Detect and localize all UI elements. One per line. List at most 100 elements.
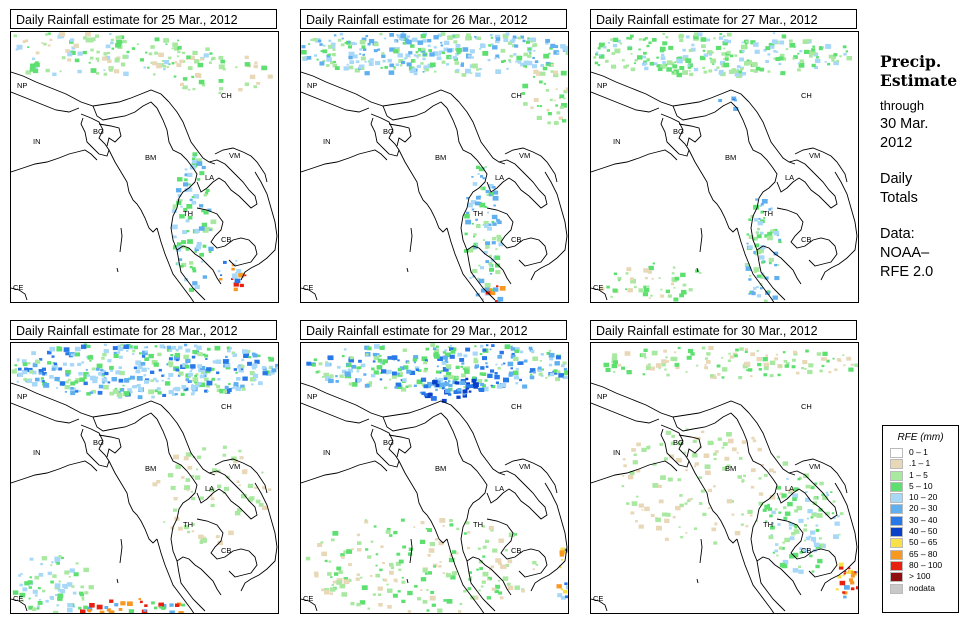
rain-cell [678, 441, 683, 446]
rain-cell [170, 485, 176, 490]
rain-cell [26, 379, 32, 383]
rain-cell [727, 438, 734, 444]
legend-item: 0 – 1 [883, 447, 958, 458]
rain-cell [493, 204, 496, 207]
rain-cell [644, 356, 647, 359]
rain-cell [735, 348, 739, 352]
rain-cell [201, 165, 206, 170]
rain-cell [459, 358, 465, 362]
rain-cell [206, 367, 212, 372]
rain-cell [387, 588, 393, 593]
rain-cell [804, 367, 807, 370]
rain-cell [75, 390, 79, 393]
rain-cell [455, 389, 462, 394]
rain-cell [191, 368, 194, 371]
rain-cell [816, 513, 823, 518]
rain-cell [533, 50, 536, 52]
rain-cell [760, 231, 764, 235]
map-svg: NP CH IN BG BM VM LA TH CB CE [11, 343, 278, 613]
rain-cell [199, 374, 205, 379]
rain-cell [559, 550, 565, 555]
rain-cell [220, 274, 223, 276]
rain-cell [597, 64, 601, 67]
rain-cell [782, 351, 786, 354]
rain-cell [482, 239, 485, 241]
rain-cell [85, 369, 88, 371]
label-bm: BM [145, 464, 156, 473]
rain-cell [769, 514, 773, 518]
rain-cell [168, 389, 174, 395]
rain-cell [19, 592, 26, 598]
rain-cell [480, 43, 486, 49]
rain-cell [453, 390, 459, 394]
rain-cell [132, 353, 135, 355]
rain-cell [395, 580, 398, 583]
rain-cell [386, 583, 389, 586]
rain-cell [414, 366, 420, 370]
rain-cell [522, 39, 526, 43]
rain-cell [741, 41, 744, 44]
rain-cell [798, 565, 801, 568]
country-labels: NP CH IN BG BM VM LA TH CB CE [13, 81, 240, 292]
rain-cell [707, 507, 711, 510]
rain-cell [38, 369, 44, 374]
rain-cell [677, 346, 681, 350]
rain-cell [189, 370, 192, 373]
rain-cell [267, 74, 273, 79]
rain-cell [646, 364, 650, 367]
rain-cell [746, 369, 749, 372]
rain-cell [496, 37, 501, 41]
rain-cell [685, 428, 689, 431]
rain-cell [193, 194, 199, 199]
rain-cell [108, 610, 115, 613]
rain-cell [144, 350, 148, 353]
rain-cell [771, 522, 775, 525]
rain-cell [393, 67, 396, 70]
rain-cell [205, 47, 210, 51]
rain-cell [560, 595, 566, 600]
rain-cell [695, 269, 700, 273]
rain-cell [434, 354, 440, 359]
rain-cell [335, 380, 339, 383]
rain-cell [522, 83, 529, 89]
legend-item: 1 – 5 [883, 470, 958, 481]
legend-item: 10 – 20 [883, 492, 958, 504]
rain-cell [754, 243, 760, 248]
rain-cell [532, 356, 538, 361]
rain-cell [53, 363, 58, 367]
rain-cell [810, 536, 817, 542]
rain-cell [406, 361, 410, 364]
rain-cell [151, 601, 155, 605]
rain-cell [704, 364, 707, 366]
rain-cell [485, 290, 491, 295]
rain-cell [507, 361, 514, 367]
rain-cell [669, 454, 675, 459]
rain-cell [449, 523, 454, 527]
rain-cell [320, 50, 324, 52]
rain-cell [797, 68, 801, 72]
rain-cell [851, 571, 857, 576]
rain-cell [244, 274, 247, 277]
rain-cell [107, 51, 111, 55]
rain-cell [488, 223, 492, 227]
rain-cell [64, 385, 70, 390]
rain-cell [548, 352, 555, 358]
rain-cell [115, 42, 121, 48]
rain-cell [150, 379, 154, 383]
rain-cell [54, 556, 61, 562]
rain-cell [713, 376, 717, 379]
rain-cell [51, 561, 54, 564]
rain-cell [191, 159, 198, 164]
rain-cell [662, 512, 667, 517]
rain-cell [139, 352, 142, 355]
rain-cell [517, 36, 522, 40]
rain-cell [59, 70, 62, 73]
rain-cell [755, 249, 762, 255]
rain-cell [754, 49, 760, 54]
label-in: IN [323, 137, 331, 146]
rain-cell [512, 35, 517, 39]
rain-cell [491, 587, 496, 591]
rain-cell [321, 551, 327, 557]
rain-cell [140, 390, 143, 393]
rain-cell [802, 39, 809, 44]
